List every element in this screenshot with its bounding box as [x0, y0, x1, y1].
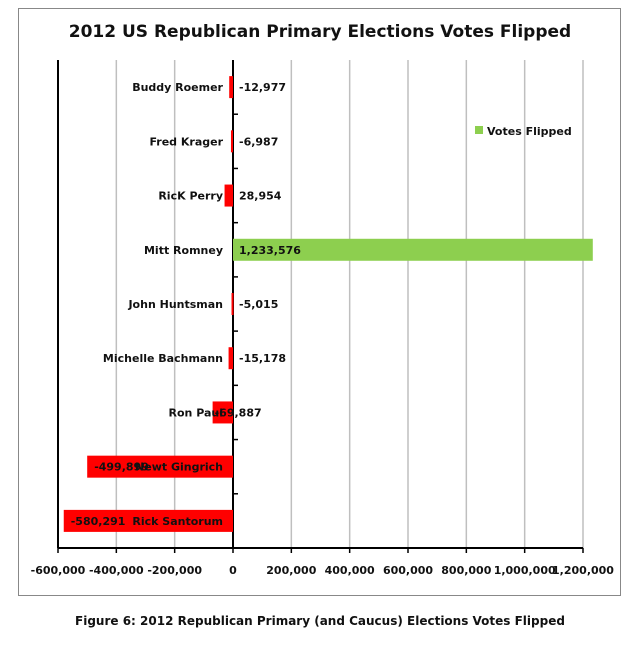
chart-title: 2012 US Republican Primary Elections Vot…	[68, 22, 572, 42]
data-label: -12,977	[239, 81, 286, 94]
bar	[231, 293, 234, 315]
x-tick-label: 1,000,000	[494, 564, 556, 577]
bar	[229, 76, 233, 99]
bar	[230, 130, 233, 153]
data-label: -6,987	[239, 135, 278, 148]
x-tick-label: -400,000	[89, 564, 144, 577]
legend-swatch	[475, 126, 483, 134]
category-label: Ron Paul	[169, 406, 223, 419]
category-label: Buddy Roemer	[132, 81, 223, 94]
category-label: Rick Santorum	[132, 515, 223, 528]
x-tick-label: -600,000	[31, 564, 86, 577]
category-label: RicK Perry	[158, 190, 223, 203]
data-label: 28,954	[239, 190, 282, 203]
x-tick-label: 200,000	[266, 564, 316, 577]
data-label: -15,178	[239, 352, 286, 365]
x-tick-label: 600,000	[383, 564, 433, 577]
chart-frame	[18, 8, 621, 596]
category-label: Fred Krager	[149, 135, 223, 148]
legend-label: Votes Flipped	[487, 125, 572, 138]
x-tick-label: 800,000	[441, 564, 491, 577]
x-tick-label: -200,000	[147, 564, 202, 577]
x-tick-label: 1,200,000	[552, 564, 614, 577]
data-label: -69,887	[215, 406, 262, 419]
bar	[224, 184, 233, 207]
bar	[87, 455, 233, 478]
category-label: Michelle Bachmann	[103, 352, 223, 365]
bar	[212, 401, 233, 424]
x-tick-label: 0	[229, 564, 237, 577]
bar	[63, 509, 233, 532]
category-label: John Huntsman	[127, 298, 223, 311]
category-label: Mitt Romney	[144, 244, 223, 257]
figure-caption: Figure 6: 2012 Republican Primary (and C…	[75, 614, 565, 628]
data-label: -580,291	[71, 515, 126, 528]
data-label: 1,233,576	[239, 244, 301, 257]
bar	[233, 238, 593, 261]
category-label: Newt Gingrich	[135, 461, 223, 474]
bar	[228, 347, 233, 370]
x-tick-label: 400,000	[325, 564, 375, 577]
data-label: -499,899	[94, 461, 149, 474]
data-label: -5,015	[239, 298, 278, 311]
